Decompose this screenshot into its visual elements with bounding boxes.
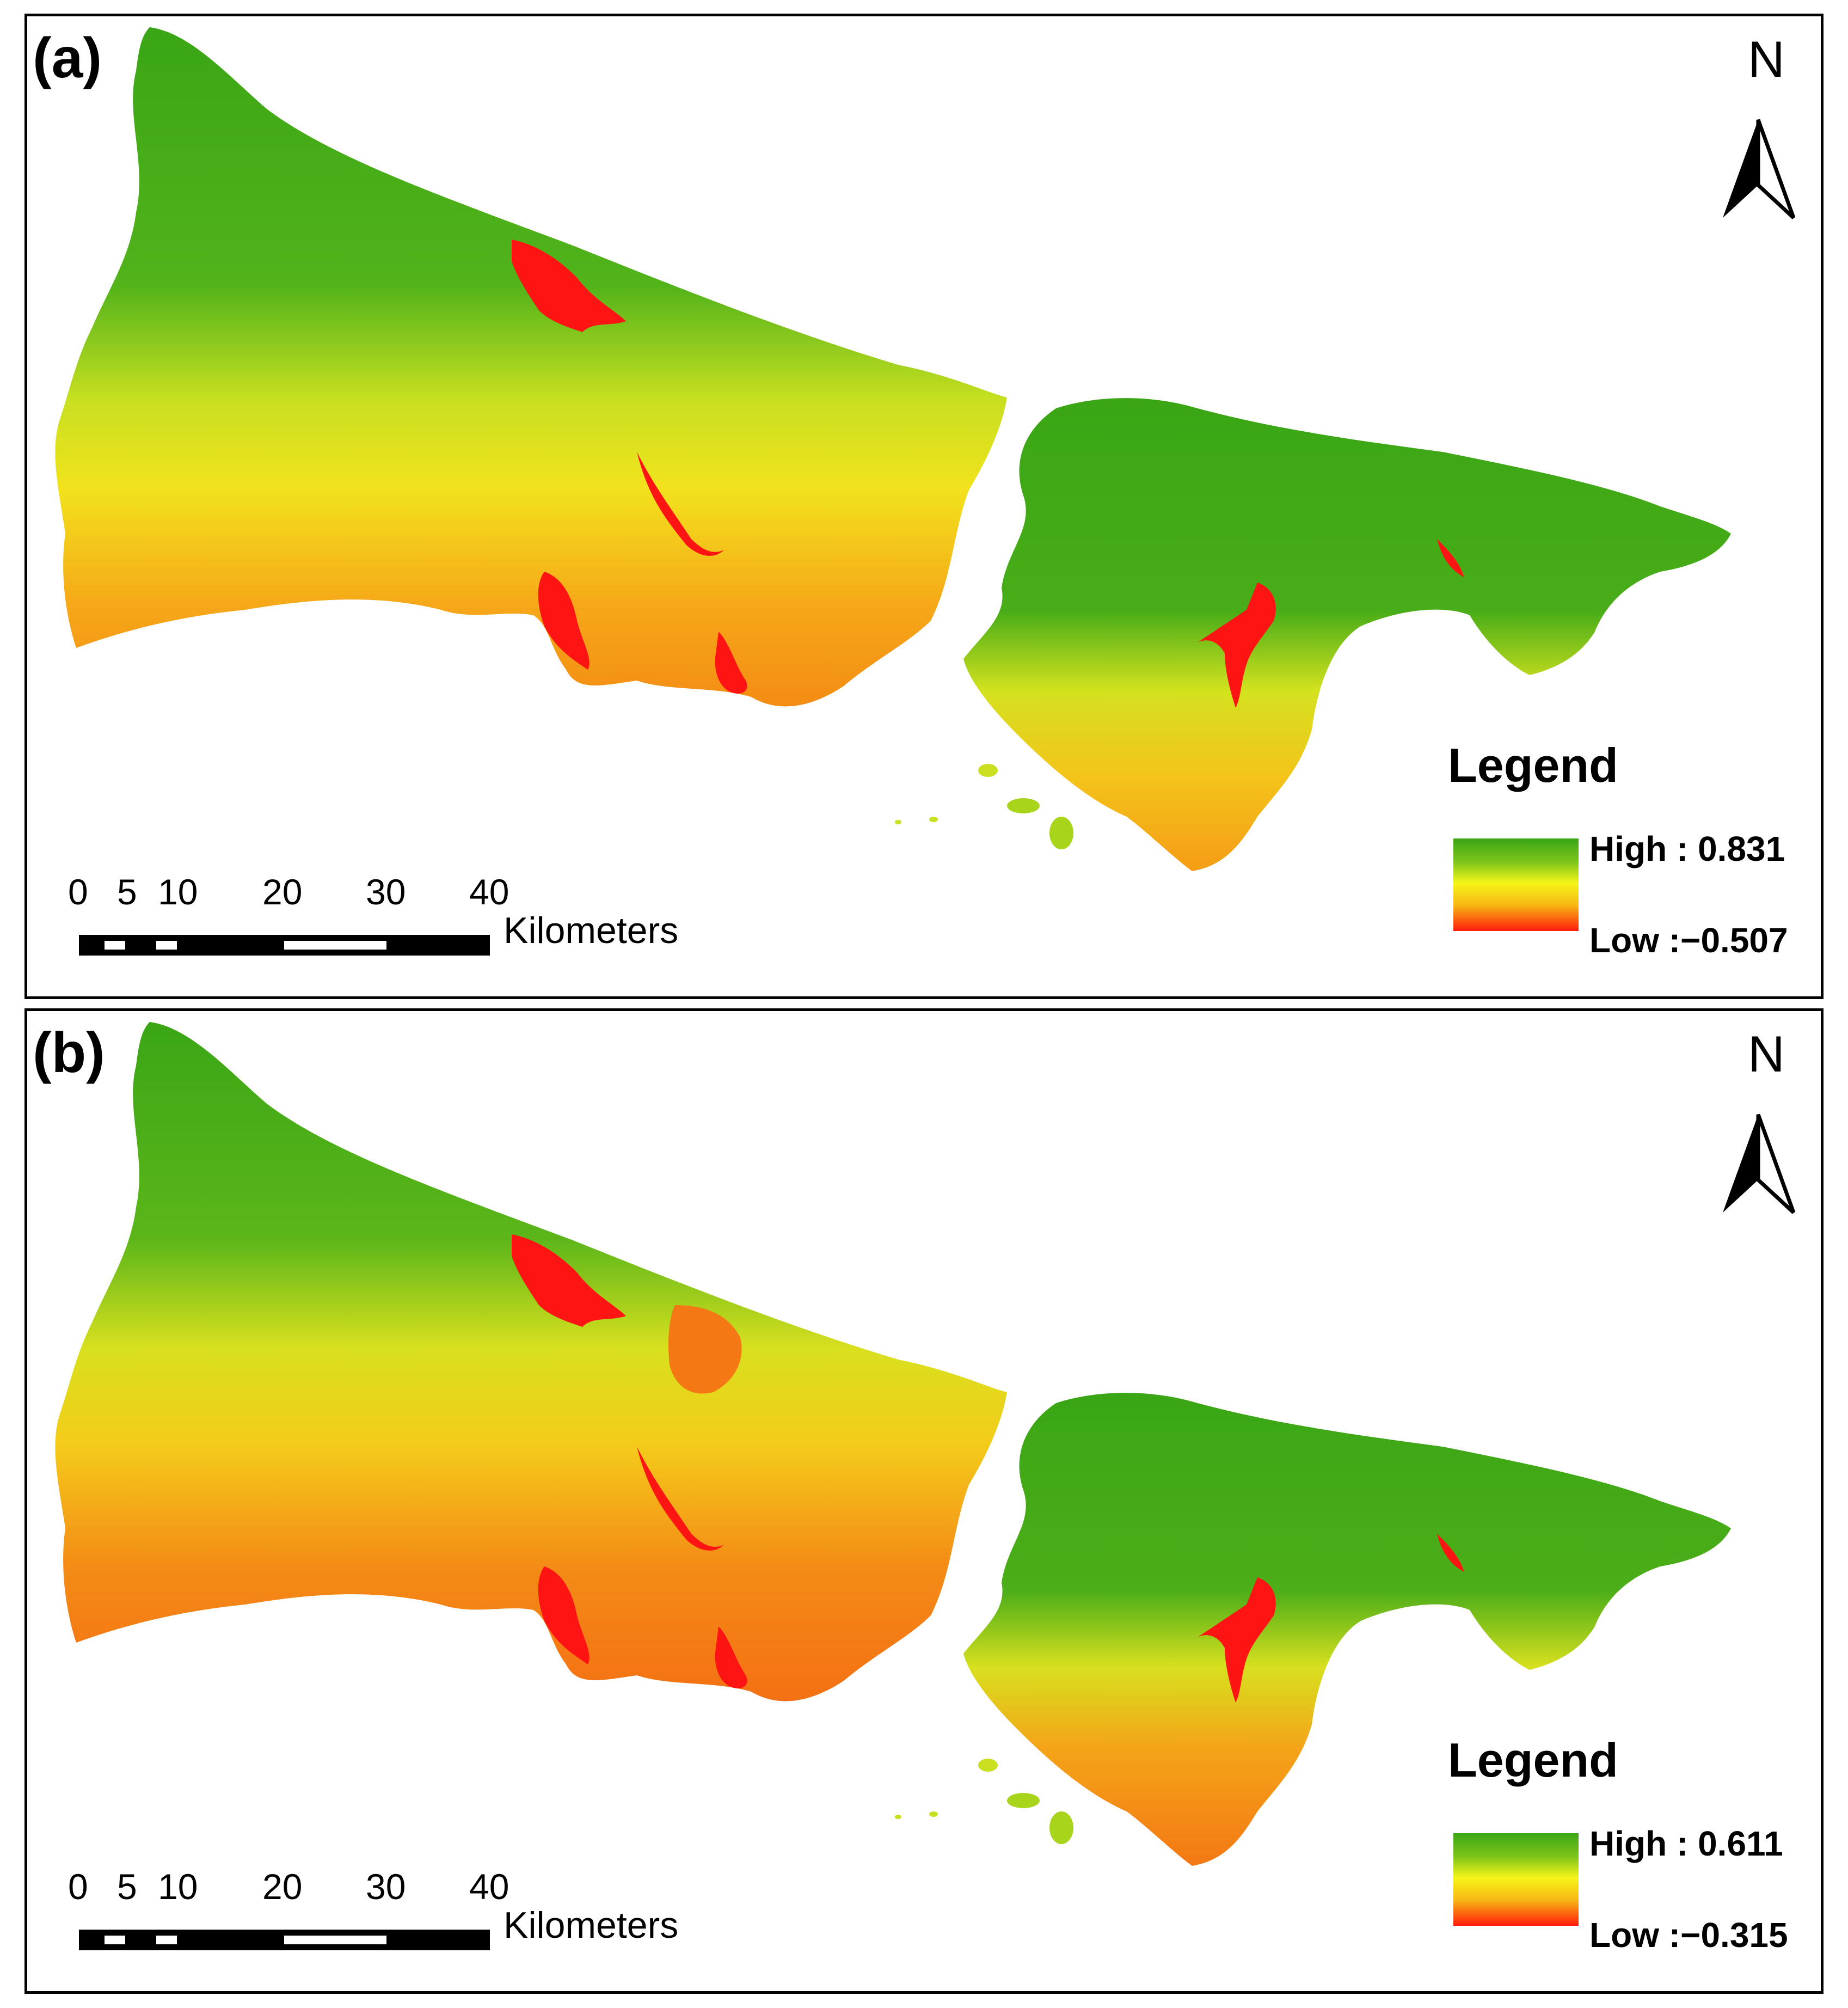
- map-panel-a: (a) N Legend High : 0.831 Low :−0.507 0 …: [24, 14, 1824, 999]
- legend-color-ramp: [1453, 838, 1579, 931]
- scale-tick: 0: [68, 1866, 88, 1907]
- legend-high-label: High : 0.611: [1589, 1824, 1783, 1863]
- scale-tick: 0: [68, 872, 88, 912]
- scale-tick: 20: [262, 1866, 303, 1907]
- reservoirs-b: [512, 1234, 1464, 1703]
- islands-b: [895, 1759, 1073, 1844]
- north-arrow-icon-a: [1723, 119, 1796, 219]
- north-label: N: [1748, 1025, 1785, 1082]
- legend-low-label: Low :−0.315: [1589, 1915, 1788, 1955]
- map-panel-b: (b) N Legend High : 0.611 Low :−0.315 0 …: [24, 1008, 1824, 1994]
- european-landmass-b: [55, 1022, 1007, 1701]
- scale-bar-a: [79, 935, 490, 956]
- scale-unit-label: Kilometers: [504, 1905, 679, 1946]
- scale-tick: 5: [117, 1866, 137, 1907]
- scale-tick: 30: [366, 872, 406, 912]
- panel-label: (a): [33, 27, 102, 90]
- urban-patch-b: [668, 1305, 742, 1394]
- reservoirs-a: [512, 240, 1464, 708]
- legend-title: Legend: [1448, 738, 1618, 792]
- scale-tick: 10: [158, 1866, 198, 1907]
- scale-tick: 30: [366, 1866, 406, 1907]
- legend-low-label: Low :−0.507: [1589, 921, 1788, 960]
- north-arrow-icon-b: [1723, 1113, 1796, 1214]
- scale-tick: 40: [469, 872, 509, 912]
- map-canvas-a: [55, 27, 1796, 956]
- scale-tick: 20: [262, 872, 303, 912]
- scale-tick: 5: [117, 872, 137, 912]
- scale-tick: 40: [469, 1866, 509, 1907]
- scale-unit-label: Kilometers: [504, 910, 679, 951]
- scale-tick: 10: [158, 872, 198, 912]
- map-canvas-b: [55, 1022, 1796, 1950]
- scale-bar-b: [79, 1930, 490, 1950]
- asian-landmass-b: [963, 1393, 1731, 1866]
- european-landmass-a: [55, 27, 1007, 707]
- islands-a: [895, 764, 1073, 849]
- legend-high-label: High : 0.831: [1589, 829, 1785, 868]
- legend-title: Legend: [1448, 1733, 1618, 1787]
- panel-label: (b): [33, 1021, 105, 1085]
- legend-color-ramp: [1453, 1833, 1579, 1926]
- north-label: N: [1748, 30, 1785, 88]
- asian-landmass-a: [963, 398, 1731, 871]
